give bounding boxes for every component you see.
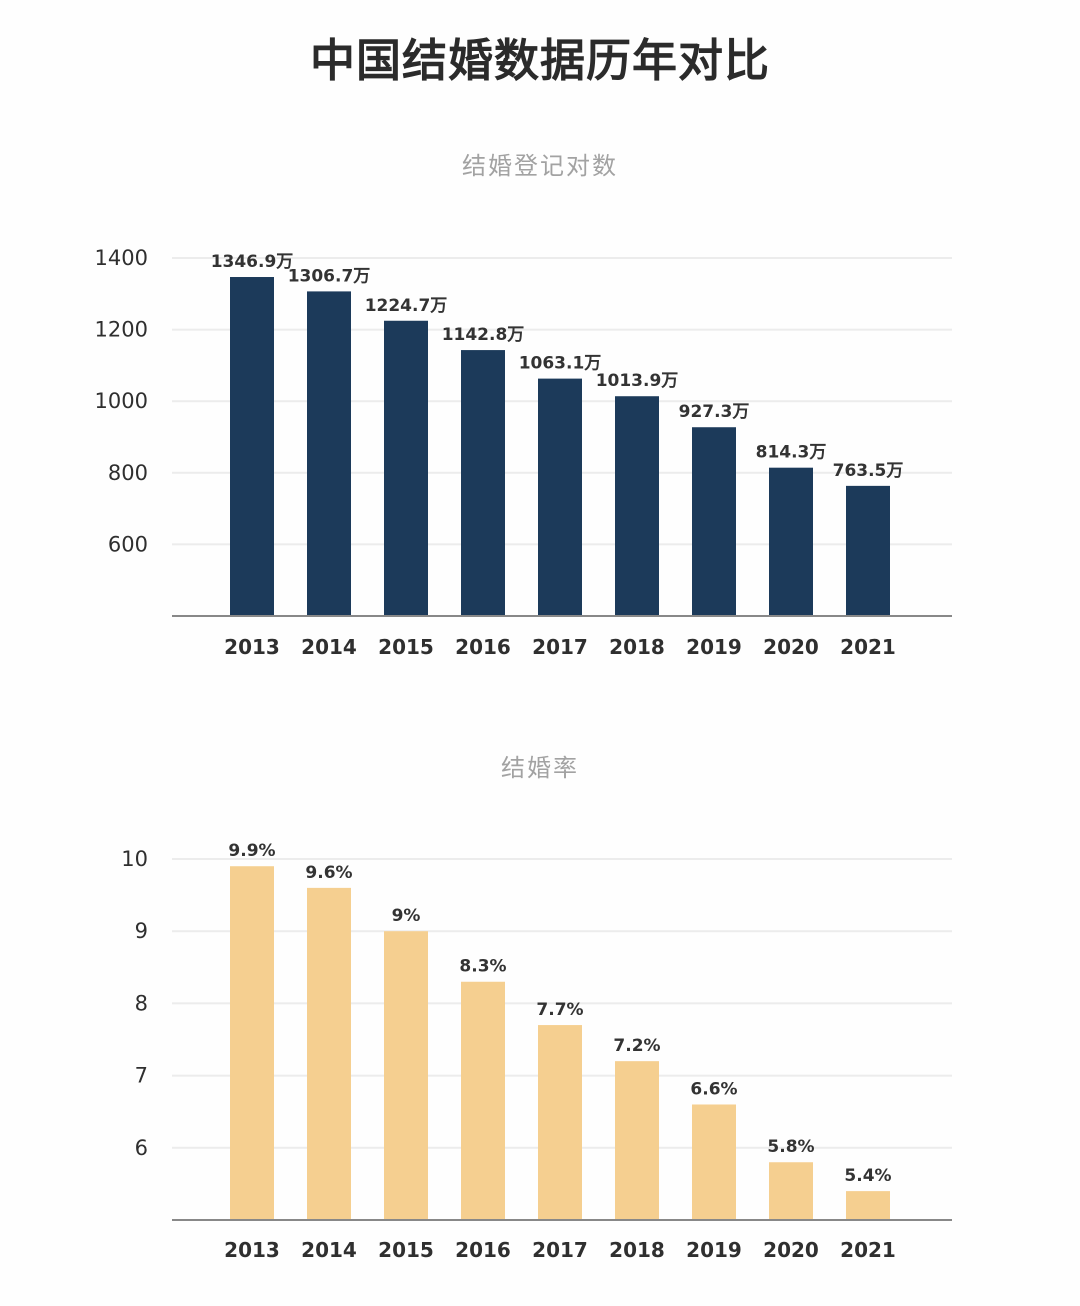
bar-value-label: 1013.9万 [596,371,679,391]
x-category-label: 2017 [532,635,588,659]
bar-value-label: 7.7% [536,1000,583,1020]
bar-value-label: 1063.1万 [519,354,602,374]
y-tick-label: 1200 [95,318,148,342]
bar-value-label: 7.2% [613,1036,660,1056]
bar [846,485,890,616]
x-category-label: 2019 [686,1238,742,1262]
bar [384,320,428,616]
y-tick-label: 8 [135,991,148,1015]
bar-value-label: 1346.9万 [211,252,294,272]
x-category-label: 2021 [840,1238,896,1262]
bar [461,350,505,616]
marriage-rate-chart: 10 9 8 7 6 9.9% 2013 9.6% 2014 9% 2015 8.3% 2016 7.7%… [121,841,952,1262]
bar [615,396,659,616]
page-title: 中国结婚数据历年对比 [309,34,770,87]
y-tick-label: 600 [108,532,148,556]
bar [846,1191,890,1220]
chart-subtitle-registrations: 结婚登记对数 [462,152,618,180]
x-category-label: 2016 [455,635,511,659]
marriage-registrations-chart: 1400 1200 1000 800 600 1346.9万 2013 1306.7万 2014… [95,246,952,659]
bar [538,1025,582,1220]
x-category-label: 2021 [840,635,896,659]
x-category-label: 2019 [686,635,742,659]
bar [538,378,582,616]
x-category-label: 2014 [301,1238,357,1262]
bar [769,467,813,616]
bar [230,277,274,616]
bar [461,981,505,1220]
bar-value-label: 9.9% [228,841,275,861]
x-category-label: 2013 [224,635,280,659]
x-category-label: 2017 [532,1238,588,1262]
bar-value-label: 5.4% [844,1166,891,1186]
x-category-label: 2015 [378,635,434,659]
y-tick-label: 9 [135,919,148,943]
y-tick-label: 800 [108,461,148,485]
x-category-label: 2013 [224,1238,280,1262]
bar [615,1061,659,1220]
y-tick-label: 1400 [95,246,148,270]
bar-value-label: 927.3万 [679,402,750,422]
bar [692,1104,736,1220]
y-tick-label: 6 [135,1136,148,1160]
x-category-label: 2020 [763,1238,819,1262]
bar-value-label: 763.5万 [833,461,904,481]
bar [307,887,351,1220]
bar-value-label: 1306.7万 [288,266,371,286]
bar-value-label: 5.8% [767,1137,814,1157]
bar-value-label: 9% [392,906,421,926]
bar-value-label: 8.3% [459,957,506,977]
bar [692,427,736,616]
bar-value-label: 9.6% [305,863,352,883]
bar-value-label: 1142.8万 [442,325,525,345]
y-tick-label: 10 [121,847,148,871]
x-category-label: 2015 [378,1238,434,1262]
bar [230,866,274,1220]
x-category-label: 2014 [301,635,357,659]
bar-value-label: 1224.7万 [365,296,448,316]
bar [384,931,428,1220]
bar [769,1162,813,1220]
y-tick-label: 1000 [95,389,148,413]
y-tick-label: 7 [135,1064,148,1088]
bar [307,291,351,616]
bar-value-label: 6.6% [690,1079,737,1099]
x-category-label: 2018 [609,635,665,659]
chart-subtitle-marriage-rate: 结婚率 [501,754,579,782]
x-category-label: 2018 [609,1238,665,1262]
x-category-label: 2020 [763,635,819,659]
bar-value-label: 814.3万 [756,443,827,463]
x-category-label: 2016 [455,1238,511,1262]
